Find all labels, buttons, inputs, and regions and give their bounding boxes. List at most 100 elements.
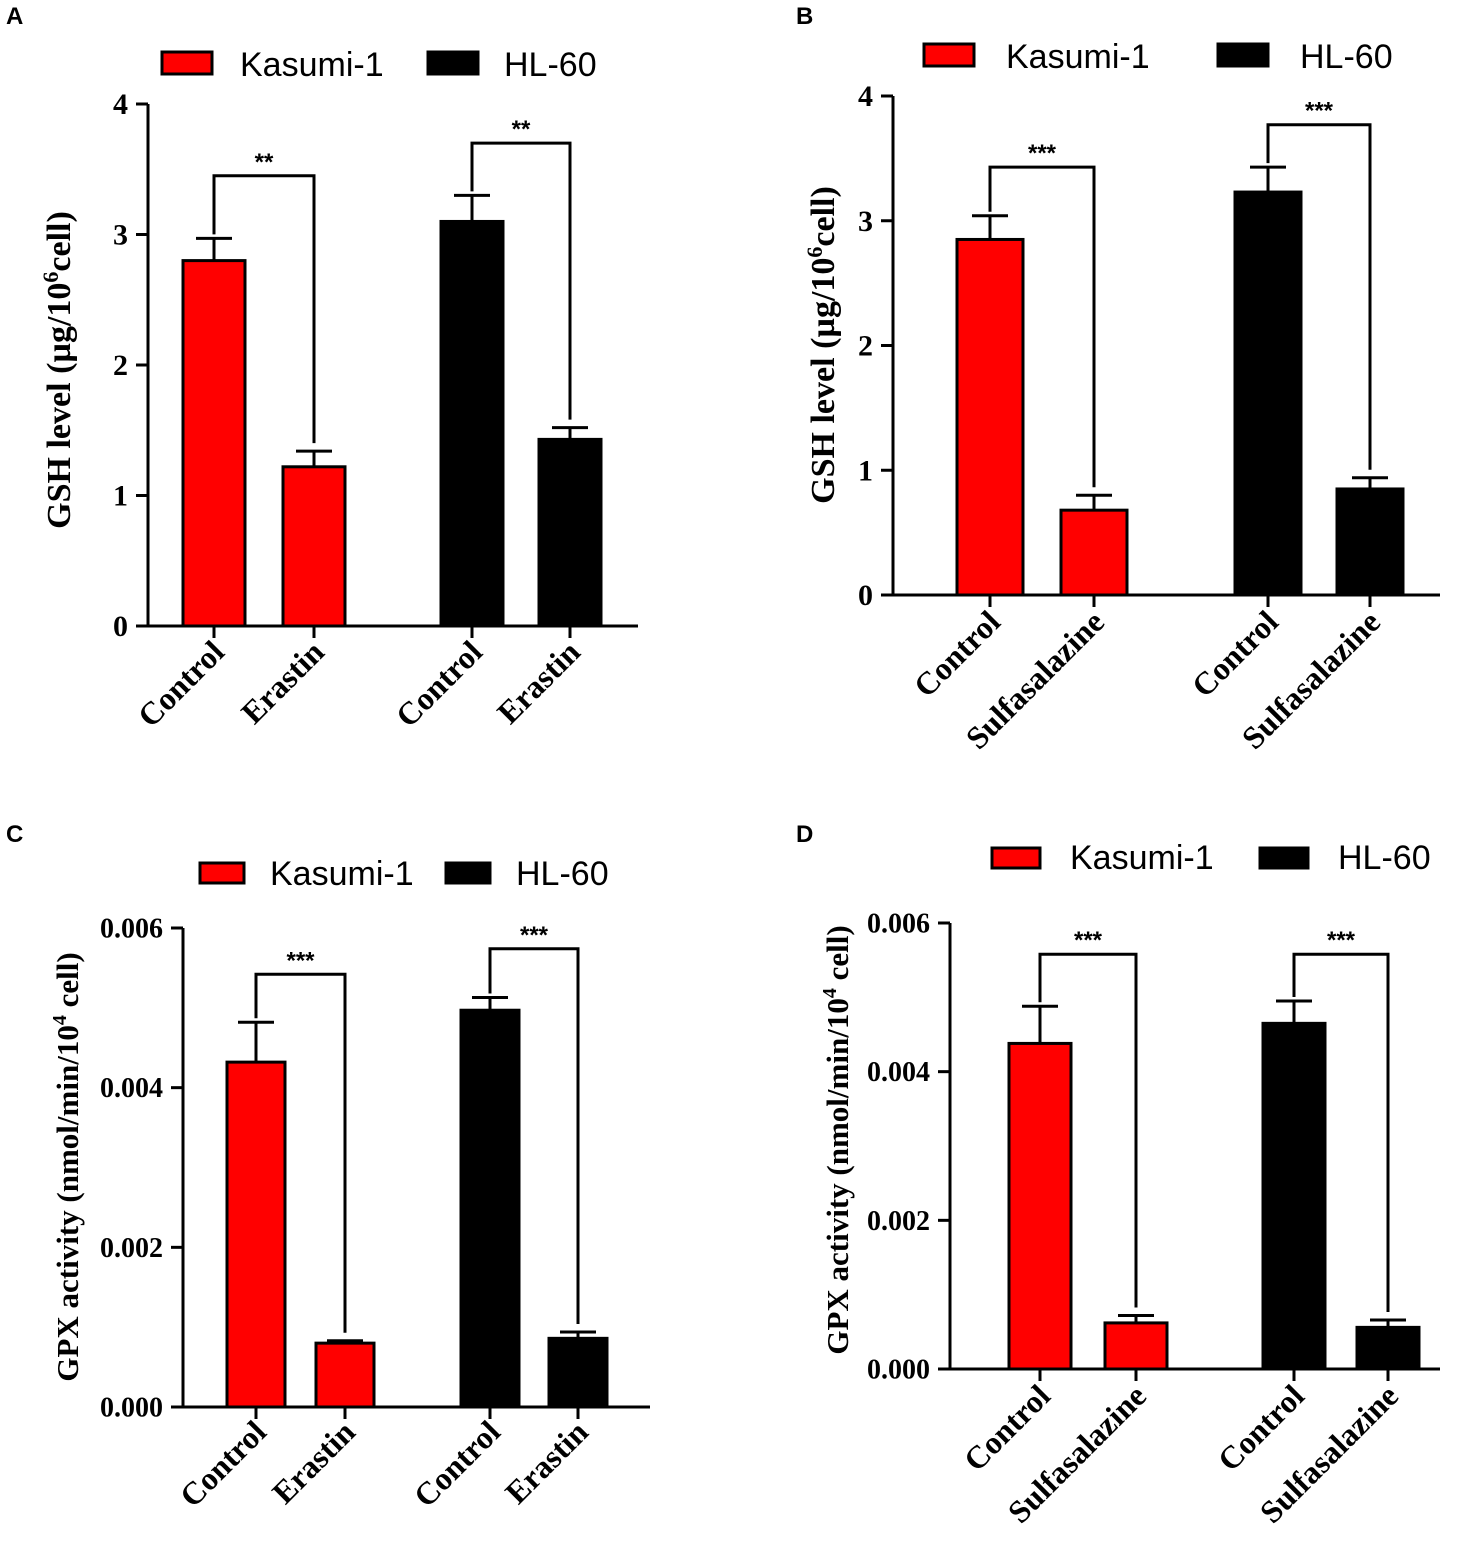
legend-swatch-kasumi — [990, 846, 1042, 870]
significance-label: *** — [1305, 98, 1334, 125]
legend-label-hl60: HL-60 — [1300, 38, 1393, 76]
legend-swatch-hl60 — [426, 50, 480, 76]
legend-swatch-hl60 — [444, 861, 492, 885]
significance-bracket — [488, 947, 580, 1324]
legend-label-hl60: HL-60 — [516, 855, 609, 893]
category-label: Control — [172, 1413, 273, 1514]
y-axis-label: GSH level (µg/106cell) — [38, 211, 78, 529]
y-tick-label: 3 — [113, 219, 128, 252]
y-tick-label: 0.006 — [100, 914, 163, 945]
bar — [1355, 1325, 1421, 1371]
y-tick-label: 0.002 — [100, 1233, 163, 1264]
y-axis-label: GPX activity (nmol/min/104 cell) — [819, 925, 855, 1354]
legend-label-kasumi: Kasumi-1 — [1006, 38, 1150, 76]
legend-swatch-kasumi — [198, 861, 246, 885]
significance-label: *** — [520, 922, 549, 949]
category-label: Erastin — [265, 1413, 362, 1510]
category-label: Control — [406, 1413, 507, 1514]
bar — [1103, 1321, 1169, 1371]
category-label: Erastin — [498, 1413, 595, 1510]
bar — [537, 437, 603, 628]
chart-panel-b: B Kasumi-1 HL-60 GSH level (µg/106cell) … — [728, 0, 1457, 800]
significance-label: ** — [512, 116, 531, 143]
panel-letter: D — [796, 821, 813, 848]
chart-panel-c: C Kasumi-1 HL-60 GPX activity (nmol/min/… — [0, 800, 728, 1549]
legend-label-hl60: HL-60 — [1338, 839, 1431, 877]
legend-swatch-hl60 — [1258, 846, 1310, 870]
panel-letter: C — [6, 821, 23, 848]
y-tick-label: 2 — [858, 330, 873, 363]
chart-a-svg: A Kasumi-1 HL-60 GSH level (µg/106cell) … — [6, 3, 638, 734]
bar — [1233, 190, 1303, 597]
legend-label-hl60: HL-60 — [504, 46, 597, 84]
y-tick-label: 0.002 — [867, 1206, 930, 1237]
y-axis-label: GSH level (µg/106cell) — [802, 186, 842, 504]
category-label: Control — [130, 633, 231, 734]
legend-swatch-kasumi — [922, 42, 976, 68]
significance-label: *** — [1074, 927, 1103, 954]
significance-bracket — [988, 165, 1096, 488]
y-axis-label-group: GPX activity (nmol/min/104 cell) — [819, 925, 855, 1354]
bar — [181, 259, 247, 628]
significance-bracket — [1292, 952, 1390, 1312]
legend-swatch-hl60 — [1216, 42, 1270, 68]
legend-label-kasumi: Kasumi-1 — [270, 855, 414, 893]
bar — [459, 1008, 521, 1409]
bar — [225, 1060, 287, 1409]
chart-b-svg: B Kasumi-1 HL-60 GSH level (µg/106cell) … — [796, 3, 1440, 756]
y-tick-label: 0.000 — [100, 1393, 163, 1424]
panel-letter: B — [796, 3, 813, 30]
category-label: Control — [388, 633, 489, 734]
y-tick-label: 0.006 — [867, 909, 930, 940]
bar — [547, 1336, 609, 1409]
category-label: Erastin — [234, 633, 331, 730]
significance-label: *** — [286, 947, 315, 974]
significance-label: *** — [1327, 927, 1356, 954]
bar — [1335, 487, 1405, 597]
bar — [439, 219, 505, 628]
significance-bracket — [1038, 952, 1138, 1308]
bar — [281, 465, 347, 628]
y-tick-label: 2 — [113, 349, 128, 382]
y-tick-label: 4 — [858, 80, 873, 113]
bar — [314, 1341, 376, 1409]
panel-letter: A — [6, 3, 23, 30]
legend-label-kasumi: Kasumi-1 — [240, 46, 384, 84]
y-axis-label-group: GSH level (µg/106cell) — [38, 211, 78, 529]
bar — [955, 237, 1025, 597]
bar — [1007, 1041, 1073, 1371]
y-tick-label: 1 — [113, 480, 128, 513]
legend-label-kasumi: Kasumi-1 — [1070, 839, 1214, 877]
chart-d-svg: D Kasumi-1 HL-60 GPX activity (nmol/min/… — [796, 821, 1440, 1530]
significance-bracket — [470, 141, 572, 420]
category-label: Control — [1184, 603, 1285, 704]
y-tick-label: 0.004 — [867, 1057, 930, 1088]
y-tick-label: 0 — [113, 610, 128, 643]
significance-label: *** — [1028, 140, 1057, 167]
significance-bracket — [212, 174, 316, 444]
y-tick-label: 3 — [858, 205, 873, 238]
significance-label: ** — [255, 149, 274, 176]
y-axis-label-group: GPX activity (nmol/min/104 cell) — [49, 952, 85, 1381]
y-tick-label: 0.000 — [867, 1355, 930, 1386]
chart-panel-d: D Kasumi-1 HL-60 GPX activity (nmol/min/… — [728, 800, 1457, 1549]
y-tick-label: 4 — [113, 88, 128, 121]
chart-panel-a: A Kasumi-1 HL-60 GSH level (µg/106cell) … — [0, 0, 728, 800]
plot-area: 0.0000.0020.0040.006ControlSulfasalazine… — [867, 909, 1440, 1530]
chart-c-svg: C Kasumi-1 HL-60 GPX activity (nmol/min/… — [6, 821, 650, 1514]
category-label: Control — [906, 603, 1007, 704]
bar — [1059, 508, 1129, 597]
bar — [1261, 1021, 1327, 1371]
y-axis-label: GPX activity (nmol/min/104 cell) — [49, 952, 85, 1381]
y-tick-label: 0.004 — [100, 1073, 163, 1104]
y-tick-label: 0 — [858, 579, 873, 612]
y-axis-label-group: GSH level (µg/106cell) — [802, 186, 842, 504]
significance-bracket — [254, 972, 347, 1333]
significance-bracket — [1266, 123, 1372, 470]
legend-swatch-kasumi — [160, 50, 214, 76]
category-label: Erastin — [490, 633, 587, 730]
y-tick-label: 1 — [858, 454, 873, 487]
